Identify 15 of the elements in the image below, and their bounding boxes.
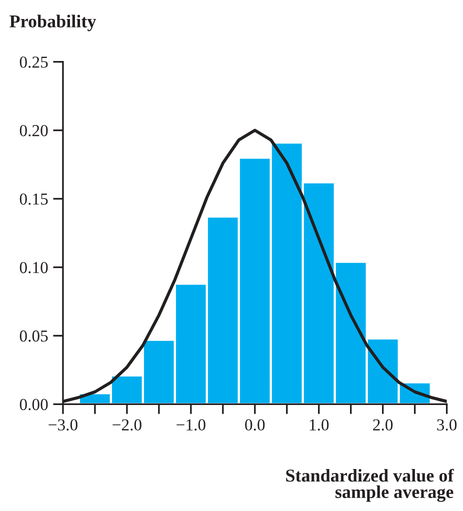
x-axis-title: Standardized value of sample average (286, 468, 454, 502)
y-tick-label: 0.15 (20, 193, 48, 205)
y-tick-label: 0.05 (20, 330, 48, 342)
x-tick-label: 0.0 (245, 419, 265, 431)
x-tick-label: 3.0 (437, 419, 457, 431)
y-tick-label: 0.00 (20, 398, 48, 410)
x-tick-label: −2.0 (112, 419, 142, 431)
y-tick-label: 0.25 (20, 56, 48, 68)
y-axis-title: Probability (10, 14, 96, 32)
y-tick-label: 0.10 (20, 262, 48, 274)
x-tick-label: −1.0 (176, 419, 206, 431)
y-tick-label: 0.20 (20, 125, 48, 136)
x-tick-label: −3.0 (48, 419, 78, 431)
x-tick-label: 1.0 (310, 419, 329, 431)
x-tick-label: 2.0 (373, 419, 393, 431)
